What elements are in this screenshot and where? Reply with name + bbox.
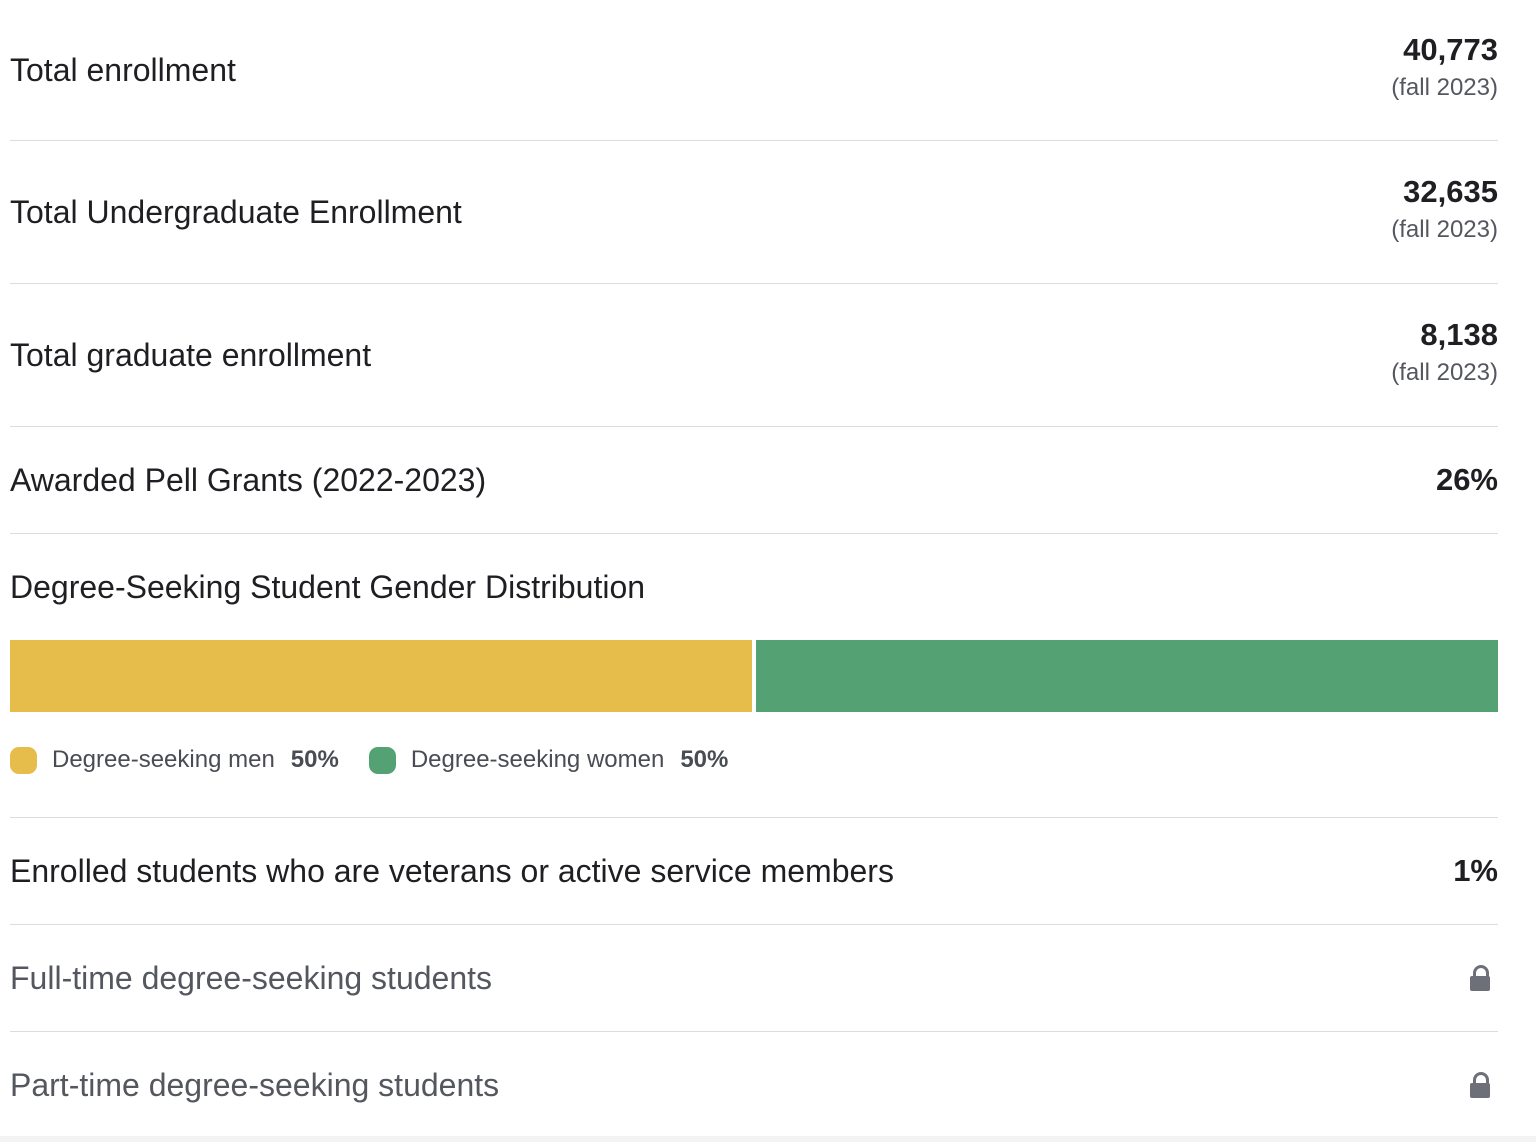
legend-percent: 50% [680,746,729,773]
bar-divider [752,640,756,712]
stat-label: Total Undergraduate Enrollment [10,194,462,230]
stat-label: Total graduate enrollment [10,337,372,373]
legend-label: Degree-seeking men [52,746,275,773]
stat-row-undergraduate-enrollment: Total Undergraduate Enrollment 32,635 (f… [10,141,1498,284]
gender-distribution-bar [10,640,1498,712]
stat-value: 26% [1435,462,1498,497]
gender-legend: Degree-seeking men 50% Degree-seeking wo… [10,745,758,775]
stat-period: (fall 2023) [1391,216,1498,243]
stat-period: (fall 2023) [1391,74,1498,101]
stat-value: 1% [1453,853,1498,888]
stat-label: Awarded Pell Grants (2022-2023) [10,462,487,498]
legend-item-men: Degree-seeking men 50% [10,745,339,775]
stat-label: Part-time degree-seeking students [10,1067,500,1103]
stat-label: Total enrollment [10,52,236,88]
stat-row-total-enrollment: Total enrollment 40,773 (fall 2023) [10,0,1498,141]
bar-segment-men [10,640,752,712]
stat-value-block: 40,773 (fall 2023) [1391,31,1498,103]
stat-label: Enrolled students who are veterans or ac… [10,853,894,889]
stat-row-part-time-locked[interactable]: Part-time degree-seeking students [10,1032,1498,1139]
lock-icon[interactable] [1470,1072,1490,1098]
stat-row-pell-grants: Awarded Pell Grants (2022-2023) 26% [10,427,1498,534]
stat-value: 8,138 [1420,317,1498,352]
legend-swatch-women [368,746,396,774]
stat-period: (fall 2023) [1391,359,1498,386]
legend-item-women: Degree-seeking women 50% [368,745,729,775]
legend-percent: 50% [290,746,339,773]
legend-swatch-men [10,746,37,774]
enrollment-stats: Total enrollment 40,773 (fall 2023) Tota… [10,0,1498,1139]
bar-segment-women [756,640,1498,712]
stat-value: 40,773 [1403,32,1498,67]
stat-row-graduate-enrollment: Total graduate enrollment 8,138 (fall 20… [10,284,1498,427]
lock-icon[interactable] [1470,965,1490,991]
bottom-edge [0,1136,1536,1142]
gender-distribution-title: Degree-Seeking Student Gender Distributi… [10,569,646,605]
stat-value: 32,635 [1403,174,1498,209]
legend-label: Degree-seeking women [410,746,665,773]
stat-value-block: 8,138 (fall 2023) [1391,316,1498,388]
stat-value-block: 32,635 (fall 2023) [1391,173,1498,245]
stat-row-full-time-locked[interactable]: Full-time degree-seeking students [10,925,1498,1032]
stat-label: Full-time degree-seeking students [10,960,493,996]
gender-distribution: Degree-Seeking Student Gender Distributi… [10,534,1498,818]
stat-row-veterans: Enrolled students who are veterans or ac… [10,818,1498,925]
